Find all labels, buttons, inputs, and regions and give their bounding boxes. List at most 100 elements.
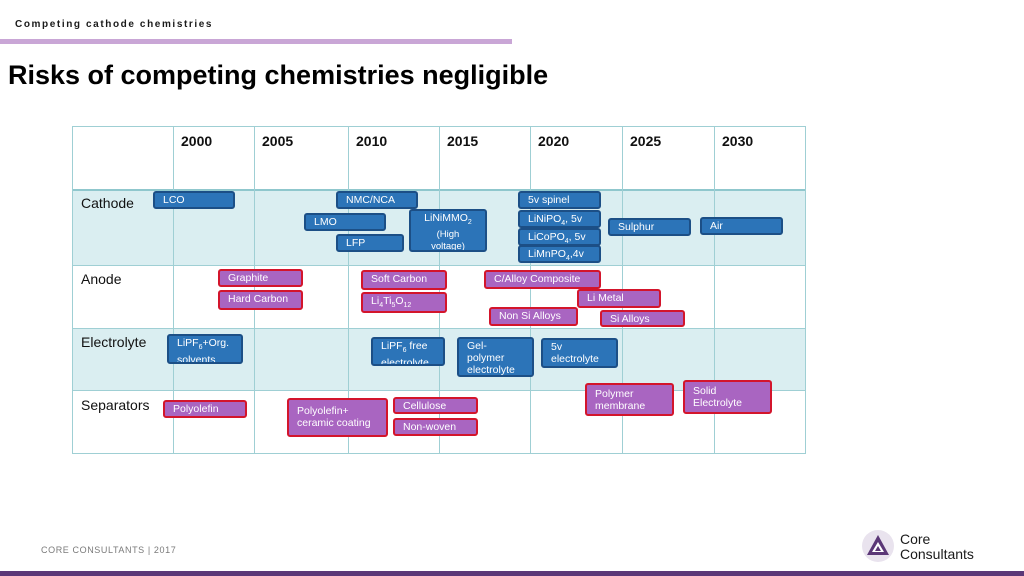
timeline-grid: 2000 2005 2010 2015 2020 2025 2030 Catho… bbox=[72, 126, 806, 454]
year-2005: 2005 bbox=[262, 133, 294, 149]
lto-sub-2: 5 bbox=[391, 302, 396, 310]
separator-non-woven: Non-woven bbox=[393, 418, 478, 436]
solid-electrolyte-line1: Solid bbox=[693, 385, 717, 397]
c-alloy-label: C/Alloy Composite bbox=[494, 273, 581, 285]
lipf6-free-name: LiPF bbox=[381, 340, 403, 352]
li-metal-label: Li Metal bbox=[587, 292, 624, 304]
column-divider bbox=[530, 127, 531, 453]
row-label-separators: Separators bbox=[81, 397, 150, 413]
separator-polyolefin-ceramic: Polyolefin+ ceramic coating bbox=[287, 398, 388, 437]
linimmo2-line3: voltage) bbox=[431, 241, 465, 252]
linimmo2-subscript: 2 bbox=[467, 219, 472, 227]
lto-ti: Ti bbox=[383, 295, 392, 307]
column-divider bbox=[439, 127, 440, 453]
slide-title: Risks of competing chemistries negligibl… bbox=[8, 60, 549, 90]
gel-line1: Gel- bbox=[467, 340, 487, 352]
linipo4-name: LiNiPO bbox=[528, 213, 562, 225]
lipf6-org-subscript: 6 bbox=[198, 344, 203, 352]
lto-sub-1: 4 bbox=[379, 302, 384, 310]
logo-text: Core Consultants bbox=[900, 532, 974, 562]
lipf6-free-subscript: 6 bbox=[402, 347, 407, 355]
anode-c-alloy-composite: C/Alloy Composite bbox=[484, 270, 601, 289]
anode-non-si-alloys: Non Si Alloys bbox=[489, 307, 578, 326]
anode-hard-carbon: Hard Carbon bbox=[218, 290, 303, 310]
section-label: Competing cathode chemistries bbox=[15, 19, 214, 30]
linimmo2-line2: (High bbox=[436, 229, 460, 241]
polymer-membrane-line2: membrane bbox=[595, 400, 646, 412]
cathode-limnpo4: LiMnPO4,4v bbox=[518, 245, 601, 263]
separator-polymer-membrane: Polymer membrane bbox=[585, 383, 674, 416]
cathode-sulphur: Sulphur bbox=[608, 218, 691, 236]
limnpo4-subscript: 4 bbox=[565, 255, 570, 263]
licopo4-subscript: 4 bbox=[564, 238, 569, 246]
v5-line1: 5v bbox=[551, 341, 563, 353]
polymer-membrane-line1: Polymer bbox=[595, 388, 634, 400]
anode-soft-carbon: Soft Carbon bbox=[361, 270, 447, 290]
polyolefin-label: Polyolefin bbox=[173, 403, 219, 415]
electrolyte-gel-polymer: Gel- polymer electrolyte bbox=[457, 337, 534, 377]
separator-polyolefin: Polyolefin bbox=[163, 400, 247, 418]
lto-sub-3: 12 bbox=[403, 302, 412, 310]
cathode-linipo4: LiNiPO4, 5v bbox=[518, 210, 601, 228]
electrolyte-lipf6-free: LiPF6 free electrolyte bbox=[371, 337, 445, 366]
year-2030: 2030 bbox=[722, 133, 754, 149]
lto-li: Li bbox=[371, 295, 380, 307]
licopo4-name: LiCoPO bbox=[528, 231, 565, 243]
cathode-air: Air bbox=[700, 217, 783, 235]
logo-line1: Core bbox=[900, 531, 931, 547]
non-si-label: Non Si Alloys bbox=[499, 310, 561, 322]
linimmo2-name: LiNiMMO bbox=[424, 212, 468, 224]
column-divider bbox=[173, 127, 174, 453]
cathode-5v-spinel: 5v spinel bbox=[518, 191, 601, 209]
licopo4-suffix: , 5v bbox=[568, 231, 586, 243]
si-alloys-label: Si Alloys bbox=[610, 313, 650, 325]
cathode-lmo-label: LMO bbox=[314, 216, 337, 228]
limnpo4-suffix: ,4v bbox=[569, 248, 584, 260]
lipf6-free-line2: electrolyte bbox=[381, 357, 429, 366]
year-2010: 2010 bbox=[356, 133, 388, 149]
year-2025: 2025 bbox=[630, 133, 662, 149]
non-woven-label: Non-woven bbox=[403, 421, 457, 433]
section-rule bbox=[0, 39, 512, 44]
v5-line2: electrolyte bbox=[551, 353, 599, 365]
anode-si-alloys: Si Alloys bbox=[600, 310, 685, 327]
row-label-anode: Anode bbox=[81, 271, 122, 287]
sulphur-label: Sulphur bbox=[618, 221, 655, 233]
graphite-label: Graphite bbox=[228, 272, 269, 284]
footer-text: CORE CONSULTANTS | 2017 bbox=[41, 545, 177, 555]
logo-line2: Consultants bbox=[900, 546, 974, 562]
lipf6-org-line2: solvents bbox=[177, 354, 216, 364]
separator-cellulose: Cellulose bbox=[393, 397, 478, 414]
year-2000: 2000 bbox=[181, 133, 213, 149]
gel-line2: polymer bbox=[467, 352, 505, 364]
hard-carbon-label: Hard Carbon bbox=[228, 293, 289, 305]
limnpo4-name: LiMnPO bbox=[528, 248, 566, 260]
spinel-label: 5v spinel bbox=[528, 194, 570, 206]
row-label-cathode: Cathode bbox=[81, 195, 134, 211]
anode-li-metal: Li Metal bbox=[577, 289, 661, 308]
cellulose-label: Cellulose bbox=[403, 400, 447, 412]
soft-carbon-label: Soft Carbon bbox=[371, 273, 428, 285]
cathode-lfp: LFP bbox=[336, 234, 404, 252]
cathode-licopo4: LiCoPO4, 5v bbox=[518, 228, 601, 246]
core-consultants-logo-icon bbox=[862, 530, 894, 562]
linipo4-suffix: , 5v bbox=[565, 213, 583, 225]
electrolyte-lipf6-org: LiPF6+Org. solvents bbox=[167, 334, 243, 364]
cathode-lmo: LMO bbox=[304, 213, 386, 231]
cathode-nmc-nca: NMC/NCA bbox=[336, 191, 418, 209]
linipo4-subscript: 4 bbox=[561, 220, 566, 228]
cathode-lco-label: LCO bbox=[163, 194, 185, 206]
gel-line3: electrolyte bbox=[467, 364, 515, 376]
polyolefin-ceramic-line2: ceramic coating bbox=[297, 417, 371, 429]
polyolefin-ceramic-line1: Polyolefin+ bbox=[297, 405, 349, 417]
row-label-electrolyte: Electrolyte bbox=[81, 334, 147, 350]
lipf6-org-suffix: +Org. bbox=[202, 337, 230, 349]
year-2015: 2015 bbox=[447, 133, 479, 149]
solid-electrolyte-line2: Electrolyte bbox=[693, 397, 743, 409]
lto-o: O bbox=[395, 295, 404, 307]
year-2020: 2020 bbox=[538, 133, 570, 149]
lipf6-org-name: LiPF bbox=[177, 337, 199, 349]
cathode-lfp-label: LFP bbox=[346, 237, 366, 249]
bottom-bar bbox=[0, 571, 1024, 576]
column-divider bbox=[348, 127, 349, 453]
